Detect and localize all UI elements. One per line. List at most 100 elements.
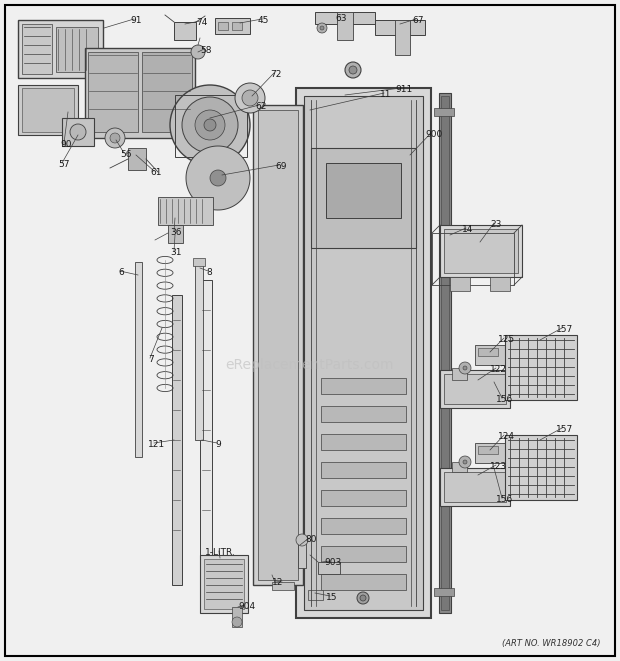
Bar	[444, 229, 518, 273]
Bar	[321, 462, 406, 478]
Bar	[432, 233, 514, 285]
Bar	[326, 163, 401, 218]
Circle shape	[357, 592, 369, 604]
Text: 157: 157	[556, 325, 574, 334]
Circle shape	[242, 90, 258, 106]
Bar	[478, 446, 498, 454]
Text: 61: 61	[150, 168, 161, 177]
Bar	[321, 406, 406, 422]
Bar	[505, 335, 577, 400]
Circle shape	[170, 85, 250, 165]
Bar	[272, 582, 294, 590]
Bar	[18, 85, 78, 135]
Circle shape	[195, 110, 225, 140]
Bar	[175, 95, 247, 157]
Text: 74: 74	[196, 18, 207, 27]
Circle shape	[232, 617, 242, 627]
Text: 125: 125	[498, 335, 515, 344]
Text: 9: 9	[215, 440, 221, 449]
Circle shape	[182, 97, 238, 153]
Bar	[440, 468, 510, 506]
Bar	[440, 370, 510, 408]
Bar	[253, 105, 303, 585]
Text: 72: 72	[270, 70, 281, 79]
Bar	[142, 52, 192, 132]
Circle shape	[459, 362, 471, 374]
Bar	[321, 546, 406, 562]
Bar	[444, 472, 506, 502]
Circle shape	[70, 124, 86, 140]
Circle shape	[320, 26, 324, 30]
Text: 903: 903	[324, 558, 341, 567]
Ellipse shape	[345, 180, 381, 202]
Bar	[452, 368, 467, 380]
Bar	[452, 462, 467, 472]
Text: 69: 69	[275, 162, 286, 171]
Text: 15: 15	[326, 593, 337, 602]
Text: 122: 122	[490, 365, 507, 374]
Bar	[18, 20, 103, 78]
Text: 56: 56	[120, 150, 131, 159]
Bar	[168, 225, 183, 243]
Text: 36: 36	[170, 228, 182, 237]
Bar	[450, 277, 470, 291]
Bar	[321, 574, 406, 590]
Text: 91: 91	[130, 16, 141, 25]
Bar	[321, 378, 406, 394]
Text: 62: 62	[255, 102, 267, 111]
Bar	[505, 435, 577, 500]
Circle shape	[210, 170, 226, 186]
Bar	[135, 262, 142, 457]
Bar	[308, 590, 323, 600]
Text: 63: 63	[335, 14, 347, 23]
Bar	[22, 88, 74, 132]
Text: 157: 157	[556, 425, 574, 434]
Circle shape	[191, 45, 205, 59]
Text: 57: 57	[58, 160, 69, 169]
Text: 67: 67	[412, 16, 423, 25]
Circle shape	[317, 23, 327, 33]
Bar	[475, 345, 510, 365]
Bar	[158, 197, 213, 225]
Circle shape	[110, 133, 120, 143]
Bar	[200, 555, 248, 613]
Bar	[375, 20, 425, 35]
Bar	[315, 12, 375, 24]
Text: 904: 904	[238, 602, 255, 611]
Text: (ART NO. WR18902 C4): (ART NO. WR18902 C4)	[502, 639, 600, 648]
Text: 80: 80	[305, 535, 316, 544]
Circle shape	[235, 83, 265, 113]
Text: 123: 123	[490, 462, 507, 471]
Bar	[441, 96, 449, 610]
Text: 45: 45	[258, 16, 269, 25]
Text: 23: 23	[490, 220, 502, 229]
Bar	[439, 93, 451, 613]
Text: 156: 156	[496, 495, 513, 504]
Bar	[232, 22, 242, 30]
Bar	[296, 88, 431, 618]
Bar	[490, 277, 510, 291]
Circle shape	[204, 119, 216, 131]
Text: 14: 14	[462, 225, 474, 234]
Text: 12: 12	[272, 578, 283, 587]
Bar	[88, 52, 138, 132]
Bar	[311, 148, 416, 248]
Wedge shape	[206, 150, 225, 178]
Bar	[475, 443, 510, 463]
Text: 900: 900	[425, 130, 442, 139]
Bar	[195, 262, 203, 440]
Bar	[200, 280, 212, 560]
Bar	[85, 48, 195, 138]
Circle shape	[349, 66, 357, 74]
Text: 121: 121	[148, 440, 165, 449]
Circle shape	[463, 366, 467, 370]
Circle shape	[360, 595, 366, 601]
Bar	[478, 348, 498, 356]
Text: 90: 90	[60, 140, 71, 149]
Bar	[204, 559, 244, 609]
Wedge shape	[190, 171, 218, 190]
Circle shape	[345, 62, 361, 78]
Bar	[321, 434, 406, 450]
Bar	[440, 225, 522, 277]
Bar	[321, 490, 406, 506]
